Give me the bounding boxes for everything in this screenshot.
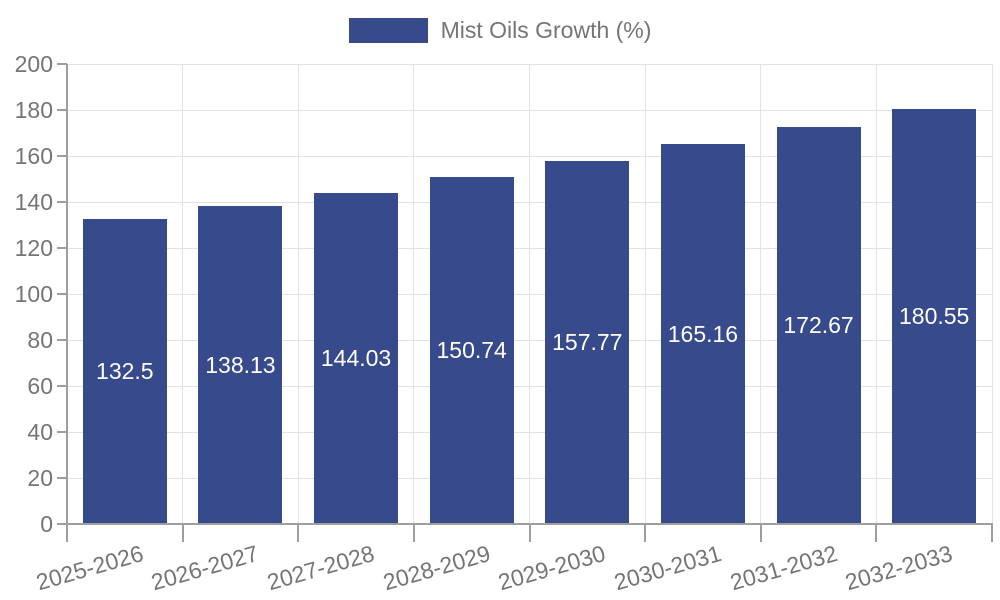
y-tick-mark (57, 385, 67, 387)
chart-legend: Mist Oils Growth (%) (0, 17, 1000, 44)
plot-area: 132.5 138.13 144.03 150.74 157.77 165.16 172.6… (66, 63, 993, 525)
v-gridline (644, 64, 646, 524)
y-tick-label: 0 (40, 511, 53, 537)
y-tick-mark (57, 201, 67, 203)
y-tick-label: 140 (14, 189, 53, 215)
x-tick-mark (297, 524, 300, 542)
v-gridline (413, 64, 415, 524)
y-tick-mark (57, 109, 67, 111)
v-gridline (875, 64, 877, 524)
bar[interactable]: 172.67 (776, 126, 861, 524)
bar-value-label: 157.77 (552, 329, 623, 356)
bar-value-label: 144.03 (320, 344, 392, 371)
bar[interactable]: 150.74 (429, 177, 514, 524)
y-tick-mark (57, 63, 67, 65)
bar-value-label: 165.16 (667, 320, 739, 347)
x-axis-line (66, 523, 993, 525)
x-tick-label: 2025-2026 (33, 540, 146, 596)
x-tick-label: 2032-2033 (842, 540, 956, 596)
x-tick-label: 2031-2032 (726, 540, 840, 596)
y-tick-mark (57, 431, 67, 433)
x-tick-mark (412, 524, 415, 542)
bar-value-label: 180.55 (899, 302, 970, 329)
v-gridline (991, 64, 993, 524)
x-tick-mark (875, 524, 878, 542)
y-tick-mark (57, 247, 67, 249)
x-tick-label: 2030-2031 (611, 540, 725, 596)
y-tick-mark (57, 477, 67, 479)
x-tick-label: 2027-2028 (264, 540, 378, 596)
x-tick-mark (644, 524, 647, 542)
legend-item[interactable]: Mist Oils Growth (%) (348, 17, 652, 44)
y-tick-label: 20 (27, 465, 53, 491)
y-tick-label: 40 (27, 419, 53, 445)
x-tick-mark (759, 524, 762, 542)
x-tick-label: 2028-2029 (379, 540, 493, 596)
y-tick-label: 60 (27, 373, 53, 399)
y-tick-label: 160 (14, 143, 53, 169)
legend-label: Mist Oils Growth (%) (440, 17, 652, 43)
y-tick-label: 80 (27, 327, 53, 353)
bar[interactable]: 165.16 (660, 144, 745, 524)
y-tick-label: 200 (14, 51, 53, 77)
bar[interactable]: 144.03 (314, 192, 399, 524)
y-tick-mark (57, 293, 67, 295)
y-tick-mark (57, 339, 67, 341)
y-axis-line (66, 64, 68, 524)
bar[interactable]: 157.77 (545, 161, 630, 524)
bar[interactable]: 180.55 (892, 108, 977, 524)
v-gridline (297, 64, 299, 524)
y-tick-label: 120 (14, 235, 53, 261)
x-tick-mark (66, 524, 68, 542)
y-tick-label: 180 (14, 97, 53, 123)
v-gridline (182, 64, 184, 524)
x-tick-label: 2029-2030 (495, 540, 609, 596)
x-tick-mark (991, 524, 993, 542)
legend-swatch-icon (348, 18, 428, 43)
bar-value-label: 132.5 (96, 358, 154, 385)
y-tick-label: 100 (14, 281, 53, 307)
v-gridline (760, 64, 762, 524)
bar-value-label: 138.13 (205, 351, 276, 378)
v-gridline (529, 64, 530, 524)
bar[interactable]: 138.13 (198, 206, 283, 524)
y-tick-mark (57, 155, 67, 157)
x-tick-label: 2026-2027 (148, 540, 262, 596)
x-tick-mark (528, 524, 531, 542)
bar-value-label: 172.67 (783, 311, 854, 338)
bar-value-label: 150.74 (436, 337, 507, 364)
y-tick-mark (57, 523, 67, 525)
x-tick-mark (181, 524, 184, 542)
bar[interactable]: 132.5 (82, 219, 167, 524)
